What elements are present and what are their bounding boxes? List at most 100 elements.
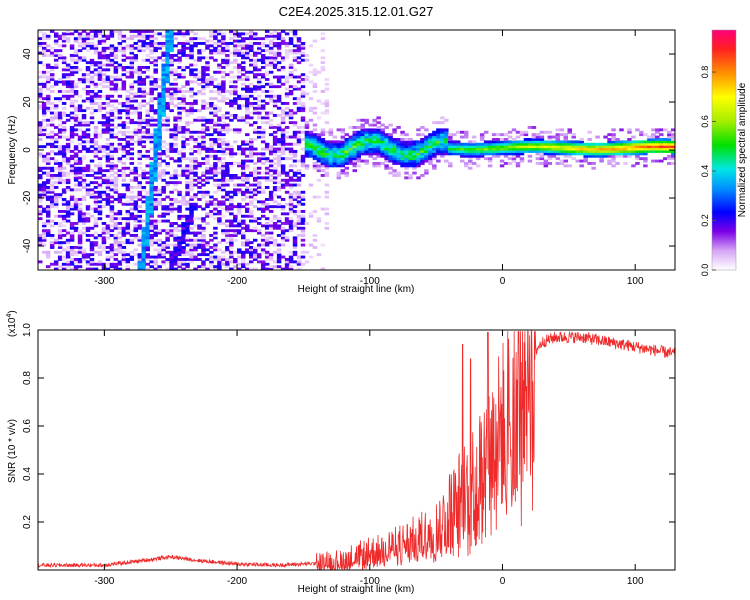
- heatmap-cell: [436, 142, 441, 146]
- heatmap-cell: [356, 159, 361, 163]
- heatmap-cell: [555, 157, 561, 161]
- heatmap-cell: [225, 140, 230, 144]
- spectrogram-x-ticks: -300 -200 -100 0 100: [94, 30, 644, 287]
- heatmap-cell: [69, 104, 75, 108]
- heatmap-cell: [611, 135, 616, 139]
- heatmap-cell: [201, 87, 206, 91]
- heatmap-cell: [197, 147, 202, 151]
- heatmap-cell: [173, 97, 178, 101]
- heatmap-cell: [272, 178, 278, 182]
- heatmap-cell: [101, 150, 107, 153]
- heatmap-cell: [667, 162, 672, 165]
- heatmap-cell: [663, 128, 668, 132]
- heatmap-cell: [412, 157, 417, 161]
- heatmap-cell: [408, 159, 413, 163]
- heatmap-cell: [89, 195, 95, 199]
- heatmap-cell: [185, 238, 190, 242]
- heatmap-cell: [252, 250, 258, 254]
- heatmap-cell: [77, 80, 83, 84]
- heatmap-cell: [372, 138, 377, 141]
- heatmap-cell: [133, 133, 139, 137]
- heatmap-cell: [41, 193, 47, 197]
- heatmap-cell: [252, 152, 258, 156]
- heatmap-cell: [109, 265, 115, 269]
- heatmap-cell: [113, 150, 119, 153]
- heatmap-cell: [85, 135, 91, 139]
- heatmap-cell: [181, 130, 186, 134]
- heatmap-cell: [408, 145, 413, 149]
- heatmap-cell: [153, 188, 158, 192]
- heatmap-cell: [229, 234, 234, 237]
- heatmap-cell: [141, 32, 146, 36]
- heatmap-cell: [296, 56, 302, 60]
- heatmap-cell: [280, 109, 286, 113]
- heatmap-cell: [547, 150, 553, 153]
- heatmap-cell: [245, 214, 250, 218]
- heatmap-cell: [93, 97, 99, 101]
- heatmap-cell: [193, 42, 198, 45]
- heatmap-cell: [205, 39, 210, 43]
- heatmap-cell: [97, 37, 103, 41]
- heatmap-cell: [185, 214, 190, 218]
- heatmap-cell: [173, 207, 178, 211]
- heatmap-cell: [77, 123, 83, 127]
- heatmap-cell: [607, 152, 612, 156]
- heatmap-cell: [635, 142, 640, 146]
- colorbar-tick-label: 0.8: [700, 66, 710, 79]
- heatmap-cell: [129, 37, 135, 41]
- heatmap-cell: [284, 87, 290, 91]
- heatmap-cell: [149, 205, 154, 209]
- heatmap-cell: [93, 73, 99, 77]
- heatmap-cell: [77, 234, 83, 237]
- heatmap-cell: [515, 140, 521, 144]
- heatmap-cell: [209, 171, 214, 175]
- heatmap-cell: [575, 145, 580, 149]
- heatmap-cell: [241, 46, 246, 50]
- heatmap-cell: [284, 92, 290, 96]
- heatmap-cell: [249, 267, 254, 270]
- heatmap-cell: [69, 253, 75, 257]
- heatmap-cell: [627, 147, 632, 151]
- heatmap-cell: [65, 212, 71, 216]
- heatmap-cell: [631, 140, 636, 144]
- heatmap-cell: [113, 265, 119, 269]
- heatmap-cell: [153, 111, 158, 115]
- heatmap-cell: [185, 200, 190, 204]
- heatmap-cell: [237, 255, 242, 259]
- heatmap-cell: [153, 186, 158, 189]
- heatmap-cell: [129, 186, 135, 189]
- heatmap-cell: [145, 75, 150, 79]
- heatmap-cell: [607, 142, 612, 146]
- heatmap-cell: [320, 147, 326, 151]
- heatmap-cell: [173, 135, 178, 139]
- heatmap-cell: [304, 140, 310, 144]
- heatmap-cell: [272, 140, 278, 144]
- heatmap-cell: [181, 217, 186, 221]
- heatmap-cell: [296, 258, 302, 261]
- heatmap-cell: [165, 34, 170, 38]
- heatmap-cell: [101, 174, 107, 177]
- heatmap-cell: [201, 260, 206, 264]
- heatmap-cell: [205, 178, 210, 182]
- heatmap-cell: [145, 133, 150, 137]
- heatmap-cell: [280, 114, 286, 117]
- heatmap-cell: [284, 222, 290, 225]
- heatmap-cell: [38, 241, 43, 245]
- heatmap-cell: [165, 154, 170, 158]
- heatmap-cell: [272, 193, 278, 197]
- heatmap-cell: [65, 262, 71, 266]
- heatmap-cell: [284, 258, 290, 261]
- heatmap-cell: [73, 159, 79, 163]
- heatmap-cell: [380, 145, 385, 149]
- heatmap-cell: [400, 152, 405, 156]
- heatmap-cell: [256, 133, 262, 137]
- heatmap-cell: [101, 94, 107, 98]
- heatmap-cell: [535, 152, 541, 156]
- heatmap-cell: [177, 200, 182, 204]
- heatmap-cell: [73, 171, 79, 175]
- heatmap-cell: [312, 90, 318, 93]
- heatmap-cell: [185, 207, 190, 211]
- heatmap-cell: [647, 138, 652, 141]
- heatmap-cell: [440, 142, 445, 146]
- heatmap-cell: [643, 150, 648, 153]
